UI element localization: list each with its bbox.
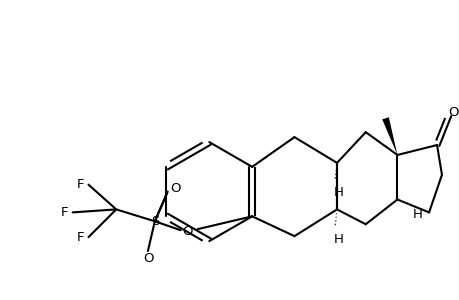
Text: O: O	[182, 225, 192, 238]
Text: O: O	[448, 106, 458, 119]
Text: O: O	[143, 252, 154, 266]
Text: F: F	[61, 206, 68, 219]
Text: F: F	[77, 178, 84, 191]
Text: S: S	[151, 215, 159, 228]
Text: O: O	[170, 182, 180, 195]
Polygon shape	[381, 117, 397, 155]
Text: H: H	[333, 186, 343, 199]
Text: H: H	[411, 208, 421, 221]
Text: F: F	[77, 231, 84, 244]
Text: H: H	[333, 232, 343, 246]
